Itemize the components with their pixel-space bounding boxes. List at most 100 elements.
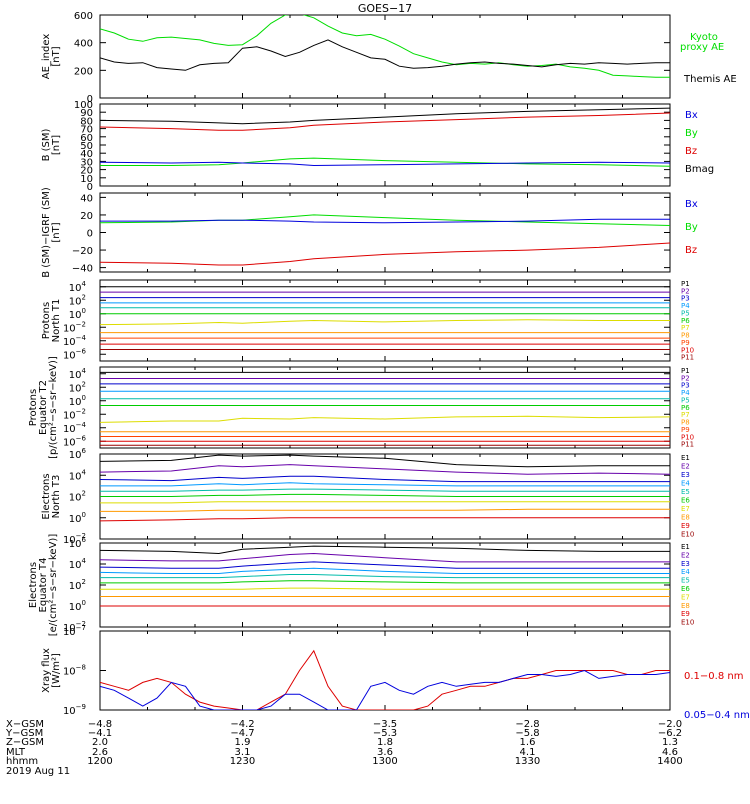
series-line-bmag <box>100 107 670 125</box>
legend-entry: P11 <box>681 354 694 362</box>
x-axis-row-label: hhmm <box>6 756 38 767</box>
y-tick-label: 200 <box>74 66 93 77</box>
legend-entry: P5 <box>681 309 690 317</box>
y-tick-label: 400 <box>74 39 93 50</box>
legend-entry: P9 <box>681 339 690 347</box>
y-tick-label: 50 <box>80 141 93 152</box>
y-axis-label: [nT] <box>51 222 62 242</box>
y-axis-label: North T1 <box>51 299 62 343</box>
y-axis-label: Protons <box>41 302 52 339</box>
legend-entry: P9 <box>681 426 690 434</box>
series-line-bz <box>100 242 670 266</box>
legend-entry: E9 <box>681 522 690 530</box>
y-tick-label: 60 <box>80 133 93 144</box>
y-axis-label: [e/(cm²−s−sr−keV)] <box>48 534 59 637</box>
series-line-e7 <box>100 587 670 590</box>
legend-entry: P4 <box>681 302 690 310</box>
series-line-e4 <box>100 482 670 487</box>
y-tick-label: 104 <box>69 280 87 294</box>
x-axis-value: 4.6 <box>662 747 678 758</box>
y-tick-label: 104 <box>69 557 87 571</box>
x-axis-value: 1.3 <box>662 737 678 748</box>
x-axis-value: −6.2 <box>658 728 682 739</box>
series-line-p7 <box>100 415 670 423</box>
y-axis-label: B (SM)−IGRF (SM) <box>41 187 52 278</box>
legend-entry: Bz <box>685 146 697 157</box>
y-tick-label: −20 <box>72 246 93 257</box>
y-axis-label: North T3 <box>51 475 62 519</box>
series-line-e1 <box>100 454 670 468</box>
legend-entry: E5 <box>681 488 690 496</box>
series-line-e8 <box>100 508 670 512</box>
y-tick-label: 20 <box>80 211 93 222</box>
x-axis-value: 1230 <box>230 756 255 767</box>
x-axis-value: −5.8 <box>515 728 539 739</box>
y-tick-label: 70 <box>80 125 93 136</box>
y-tick-label: 104 <box>69 468 87 482</box>
y-axis-label: B (SM) <box>41 128 52 161</box>
y-tick-label: −40 <box>72 264 93 275</box>
panel-frame <box>99 542 671 628</box>
series-line-e5 <box>100 488 670 492</box>
x-axis-row-label: 2019 Aug 11 <box>6 766 70 777</box>
legend-entry: E6 <box>681 585 690 593</box>
legend-entry: E8 <box>681 602 690 610</box>
legend-entry: E1 <box>681 454 690 462</box>
series-line-e1 <box>100 545 670 555</box>
series-line-themis-ae <box>100 39 670 71</box>
legend-entry: P6 <box>681 404 690 412</box>
x-axis-value: −5.3 <box>373 728 397 739</box>
y-axis-label: [nT] <box>51 135 62 155</box>
y-tick-label: 100 <box>69 307 86 321</box>
y-axis-label: Xray flux <box>41 648 52 693</box>
x-axis-value: 1.6 <box>520 737 536 748</box>
y-tick-label: 102 <box>69 578 86 592</box>
series-line-kyoto-proxy-ae <box>100 15 670 78</box>
x-axis-value: −3.5 <box>373 719 397 730</box>
legend-entry: E6 <box>681 497 690 505</box>
series-line-e2 <box>100 464 670 475</box>
x-axis-value: 4.1 <box>520 747 536 758</box>
y-axis-label: AE_index <box>41 34 52 80</box>
y-tick-label: 10−4 <box>63 334 87 348</box>
legend-entry: P10 <box>681 346 694 354</box>
y-tick-label: 0 <box>87 94 93 105</box>
x-axis-value: −4.1 <box>88 728 112 739</box>
y-tick-label: 40 <box>80 149 93 160</box>
legend-entry: E9 <box>681 610 690 618</box>
y-tick-label: 10−2 <box>63 407 86 421</box>
y-tick-label: 100 <box>69 394 86 408</box>
legend-entry: P7 <box>681 411 690 419</box>
x-axis-value: −4.8 <box>88 719 112 730</box>
y-axis-label: Electrons <box>28 562 39 608</box>
legend-entry: E7 <box>681 505 690 513</box>
x-axis-value: −2.0 <box>658 719 682 730</box>
y-tick-label: 10−7 <box>63 624 86 638</box>
y-tick-label: 104 <box>69 367 87 381</box>
legend-entry: E2 <box>681 551 690 559</box>
legend-entry: Bx <box>685 199 698 210</box>
legend-entry: P5 <box>681 396 690 404</box>
legend-entry: 0.1−0.8 nm <box>684 671 743 682</box>
series-line-bx <box>100 218 670 224</box>
y-tick-label: 90 <box>80 108 93 119</box>
legend-entry: P2 <box>681 287 690 295</box>
series-line-p7 <box>100 319 670 326</box>
x-axis-value: 1300 <box>372 756 397 767</box>
panel-frame <box>99 366 671 449</box>
legend-entry: E10 <box>681 531 694 539</box>
legend-entry: P8 <box>681 419 690 427</box>
y-tick-label: 106 <box>69 536 87 550</box>
legend-entry: E2 <box>681 463 690 471</box>
legend-entry: Bmag <box>685 164 714 175</box>
y-tick-label: 10 <box>80 174 93 185</box>
legend-entry: E5 <box>681 577 690 585</box>
series-line-e6 <box>100 580 670 584</box>
series-line-e4 <box>100 567 670 574</box>
series-line-e2 <box>100 552 670 563</box>
